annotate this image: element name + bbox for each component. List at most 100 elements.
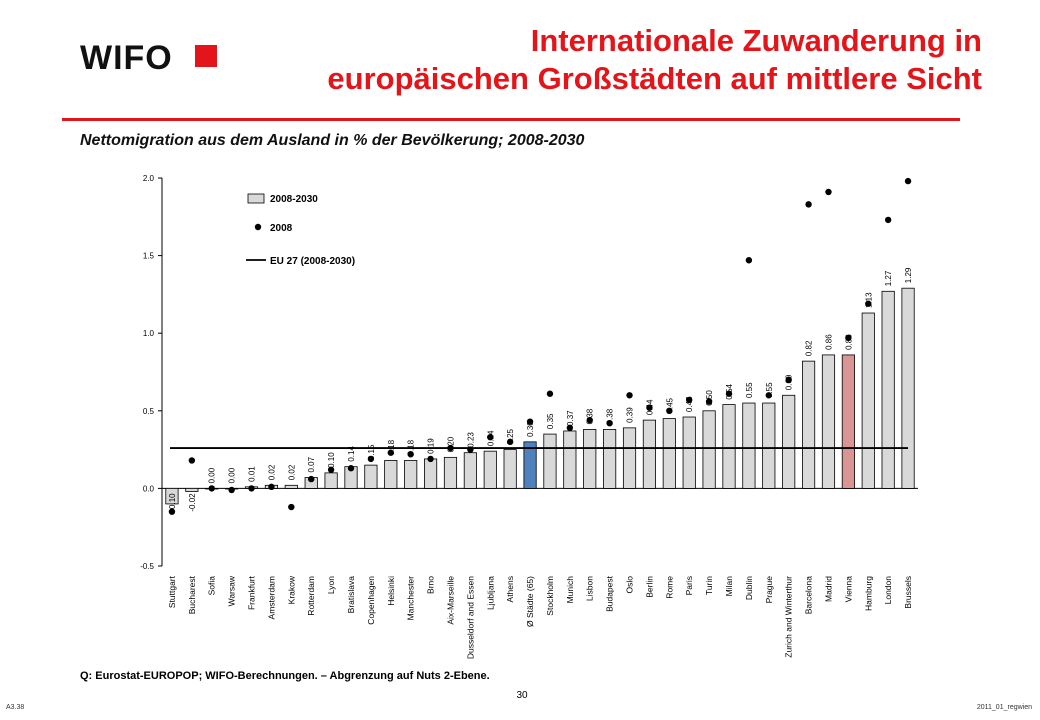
category-label: Helsinki [386,576,396,606]
category-label: Ljubljana [485,576,495,610]
data-label: 0.20 [446,436,455,452]
bar [583,429,597,489]
category-label: Bucharest [187,575,197,614]
dot-2008 [208,485,215,492]
dot-2008 [228,486,235,494]
category-label: Milan [724,576,734,597]
bar [404,460,418,489]
page-number: 30 [516,690,528,701]
category-label: Dusseldorf and Essen [465,576,475,659]
dot-2008 [248,485,255,492]
category-label: Bratislava [346,576,356,614]
wifo-logo: WIFO [80,40,220,76]
dot-2008 [467,446,474,453]
category-label: Stuttgart [167,575,177,608]
data-label: 0.14 [347,446,356,462]
category-label: Paris [684,576,694,595]
data-label: 0.30 [526,421,535,437]
y-tick-label: -0.5 [140,562,154,571]
category-label: Copenhagen [366,576,376,625]
bar [821,354,836,489]
bar [503,449,517,489]
data-label: 0.38 [606,408,615,424]
bar [702,410,716,489]
y-tick-label: 2.0 [143,174,155,183]
data-label: 0.50 [705,390,714,406]
y-tick-label: 1.5 [143,252,155,261]
source-note: Q: Eurostat-EUROPOP; WIFO-Berechnungen. … [80,670,490,682]
dot-2008 [686,396,693,404]
data-label: 0.82 [805,340,814,356]
data-label: 0.55 [765,382,774,398]
dot-2008 [825,188,832,196]
category-label: Turin [704,576,714,595]
category-label: Oslo [625,576,635,594]
bar [523,441,537,489]
dot-2008 [705,398,713,405]
bar [165,487,179,505]
bar [622,427,637,489]
data-label: 0.00 [208,467,217,483]
bar [662,418,676,489]
dot-2008 [487,433,494,441]
dot-2008 [546,390,554,397]
page-title: Internationale Zuwanderung in europäisch… [262,22,982,98]
dot-2008 [288,503,295,511]
legend-swatch-dot [254,223,262,231]
data-label: -0.02 [188,493,197,512]
dot-2008 [845,334,852,342]
title-line-2: europäischen Großstädten auf mittlere Si… [327,61,982,96]
category-label: Athens [505,576,515,602]
category-label: Prague [764,576,774,604]
chart-subtitle: Nettomigration aus dem Ausland in % der … [80,132,585,149]
data-label: 0.02 [287,464,296,480]
bar [424,458,438,489]
data-label: 0.07 [307,456,316,472]
data-label: 0.00 [228,467,237,483]
bar [742,402,756,489]
dot-2008 [626,392,633,399]
data-label: 0.15 [367,444,376,460]
category-label: Lyon [326,576,336,594]
dot-2008 [805,201,812,208]
y-tick-label: 0.0 [143,484,155,493]
data-label: 0.01 [248,466,257,482]
data-label: 0.02 [267,464,276,480]
bar [861,312,875,489]
bar [881,290,895,489]
dot-2008 [347,465,355,472]
data-label: 0.35 [546,413,555,429]
category-label: Stockholm [545,576,555,616]
category-label: Sofia [207,576,217,596]
data-label: 0.46 [685,396,694,412]
category-label: Rome [664,576,674,599]
dot-2008 [188,457,196,464]
dot-2008 [606,420,613,427]
category-label: Vienna [843,576,853,603]
bar [324,472,338,489]
bar [463,452,477,489]
category-label: Krakow [286,575,296,604]
dot-2008 [765,392,772,399]
dot-2008 [526,418,534,425]
category-label: Rotterdam [306,576,316,616]
bar [284,484,298,489]
category-label: Hamburg [863,576,873,611]
data-label: 0.10 [327,452,336,468]
category-label: Amsterdam [266,576,276,619]
data-label: 0.55 [745,382,754,398]
category-label: Aix-Marseille [445,576,455,625]
category-label: Lisbon [585,576,595,601]
dot-2008 [865,300,872,307]
category-label: Budapest [605,575,615,612]
legend-label-dot: 2008 [270,223,293,234]
category-label: Zurich and Winterthur [784,576,794,658]
logo-red-square [195,45,217,67]
category-label: Munich [565,576,575,604]
category-label: London [883,576,893,605]
category-label: Dublin [744,576,754,600]
bar [642,419,656,489]
category-label: Berlin [644,576,654,598]
data-label: 0.45 [665,397,674,413]
dot-2008 [745,257,753,264]
